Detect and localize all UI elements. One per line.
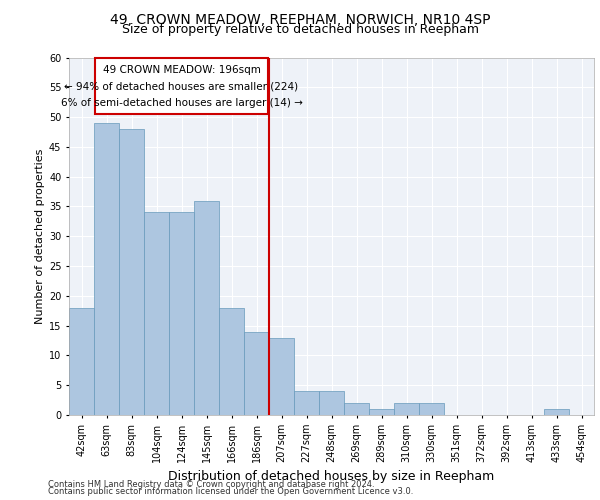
Bar [219, 308, 244, 415]
Bar [119, 129, 144, 415]
Y-axis label: Number of detached properties: Number of detached properties [35, 148, 44, 324]
Bar [319, 391, 344, 415]
Bar [294, 391, 319, 415]
Bar [95, 58, 268, 114]
Bar [344, 403, 369, 415]
Bar [94, 123, 119, 415]
Text: Contains public sector information licensed under the Open Government Licence v3: Contains public sector information licen… [48, 487, 413, 496]
Text: 6% of semi-detached houses are larger (14) →: 6% of semi-detached houses are larger (1… [61, 98, 302, 108]
Bar [169, 212, 194, 415]
Bar [144, 212, 169, 415]
X-axis label: Distribution of detached houses by size in Reepham: Distribution of detached houses by size … [169, 470, 494, 484]
Bar [544, 409, 569, 415]
Text: ← 94% of detached houses are smaller (224): ← 94% of detached houses are smaller (22… [64, 82, 299, 92]
Text: 49, CROWN MEADOW, REEPHAM, NORWICH, NR10 4SP: 49, CROWN MEADOW, REEPHAM, NORWICH, NR10… [110, 12, 490, 26]
Text: 49 CROWN MEADOW: 196sqm: 49 CROWN MEADOW: 196sqm [103, 65, 260, 75]
Text: Size of property relative to detached houses in Reepham: Size of property relative to detached ho… [121, 22, 479, 36]
Text: Contains HM Land Registry data © Crown copyright and database right 2024.: Contains HM Land Registry data © Crown c… [48, 480, 374, 489]
Bar [394, 403, 419, 415]
Bar [244, 332, 269, 415]
Bar [194, 200, 219, 415]
Bar [269, 338, 294, 415]
Bar [369, 409, 394, 415]
Bar [69, 308, 94, 415]
Bar [419, 403, 444, 415]
